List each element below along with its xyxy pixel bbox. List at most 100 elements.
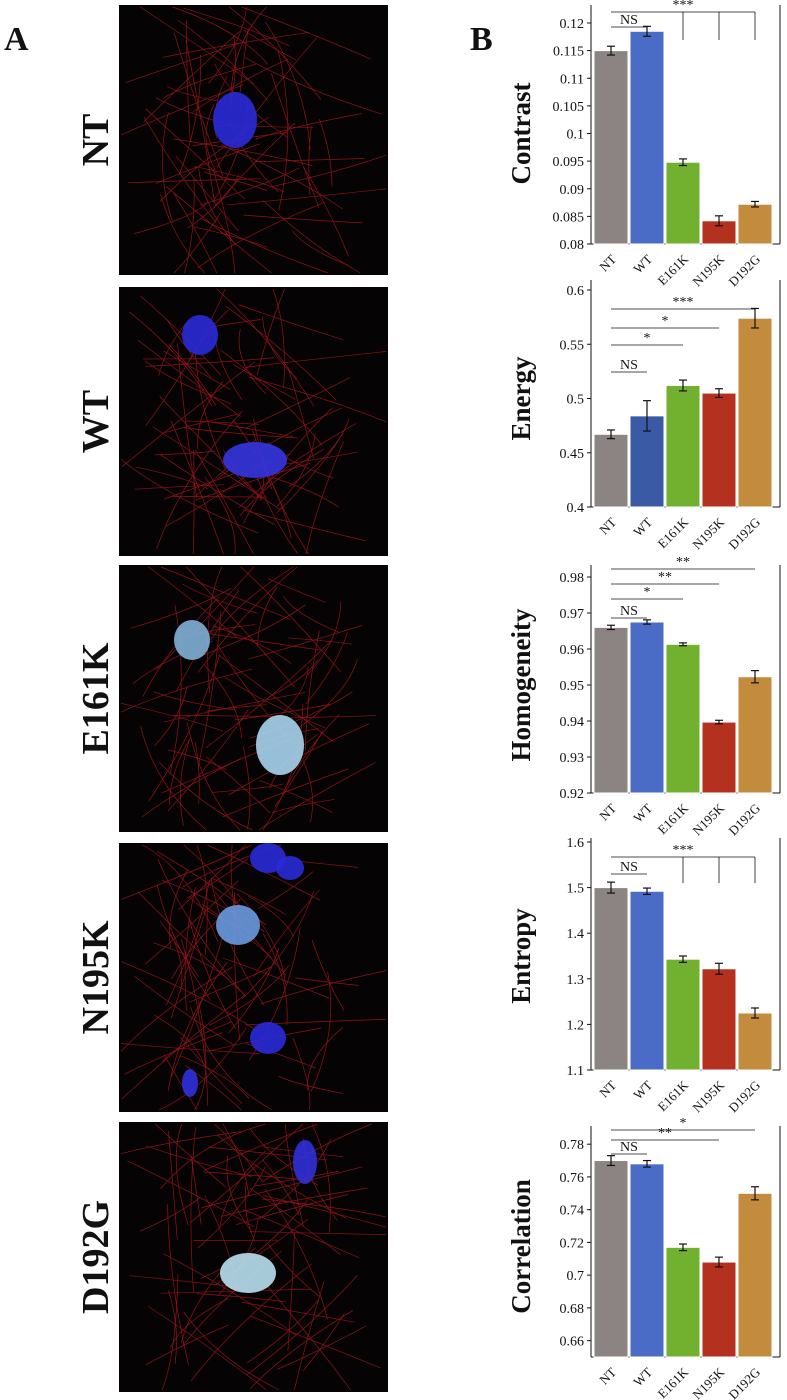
error-bar bbox=[607, 881, 615, 894]
fiber bbox=[136, 466, 208, 490]
error-bar bbox=[715, 719, 723, 725]
fiber bbox=[194, 346, 227, 472]
y-tick-label: 0.78 bbox=[560, 1138, 585, 1153]
fiber bbox=[168, 344, 217, 406]
y-tick-label: 0.76 bbox=[560, 1171, 585, 1186]
significance-label: *** bbox=[673, 0, 694, 13]
fiber bbox=[134, 976, 234, 1046]
fiber bbox=[204, 664, 242, 738]
nucleus bbox=[182, 315, 218, 355]
y-tick-label: 0.45 bbox=[560, 447, 585, 462]
fiber bbox=[201, 1166, 363, 1208]
x-tick-label: D192G bbox=[725, 1365, 763, 1400]
fiber bbox=[249, 1187, 341, 1255]
fiber bbox=[145, 357, 274, 367]
actin-fibers bbox=[120, 566, 376, 831]
micrograph bbox=[119, 843, 388, 1112]
fiber bbox=[173, 138, 313, 167]
fiber bbox=[212, 625, 292, 664]
x-tick-label: NT bbox=[596, 514, 619, 537]
error-bar bbox=[751, 200, 759, 208]
y-tick-label: 1.1 bbox=[567, 1064, 585, 1079]
bar bbox=[701, 721, 737, 794]
nucleus bbox=[223, 442, 287, 478]
fiber bbox=[189, 920, 237, 1030]
fiber bbox=[233, 364, 296, 400]
x-tick-label: WT bbox=[630, 1364, 655, 1389]
y-tick-label: 0.5 bbox=[567, 393, 585, 408]
fiber bbox=[147, 1305, 267, 1391]
y-tick-label: 0.4 bbox=[567, 501, 585, 516]
fiber bbox=[170, 1297, 229, 1348]
fiber bbox=[184, 178, 195, 274]
x-tick-label: WT bbox=[630, 800, 655, 825]
fiber bbox=[163, 1253, 297, 1336]
fiber bbox=[262, 1198, 387, 1218]
fiber bbox=[240, 566, 342, 673]
fiber bbox=[272, 288, 285, 389]
y-tick-label: 1.2 bbox=[567, 1018, 585, 1033]
nucleus bbox=[276, 856, 304, 880]
nucleus bbox=[216, 905, 260, 945]
fiber bbox=[243, 214, 363, 224]
micrograph bbox=[119, 565, 388, 832]
fiber bbox=[250, 1315, 381, 1369]
fiber bbox=[274, 730, 324, 808]
fiber bbox=[257, 871, 314, 909]
fiber bbox=[288, 637, 352, 645]
fiber bbox=[209, 965, 290, 1026]
fiber bbox=[127, 1160, 255, 1228]
fiber bbox=[183, 7, 290, 47]
fiber bbox=[210, 877, 286, 915]
y-tick-label: 0.55 bbox=[560, 338, 585, 353]
fiber bbox=[292, 230, 349, 266]
fiber bbox=[247, 625, 363, 660]
fiber bbox=[120, 1043, 260, 1055]
fiber bbox=[142, 597, 220, 697]
error-bar bbox=[643, 887, 651, 896]
error-bar bbox=[751, 1186, 759, 1201]
fiber bbox=[161, 413, 238, 434]
fiber bbox=[205, 104, 216, 171]
bar bbox=[665, 1246, 701, 1358]
fiber bbox=[190, 1155, 202, 1225]
fiber bbox=[278, 1075, 343, 1094]
error-bar bbox=[607, 429, 615, 440]
y-tick-label: 0.68 bbox=[560, 1302, 585, 1317]
fiber bbox=[161, 1273, 179, 1391]
fiber bbox=[125, 42, 242, 83]
fiber bbox=[154, 1015, 205, 1067]
y-tick-label: 0.72 bbox=[560, 1236, 585, 1251]
fiber bbox=[155, 450, 216, 456]
fiber bbox=[175, 1123, 189, 1226]
fiber bbox=[271, 476, 339, 508]
fiber bbox=[254, 113, 362, 140]
significance-label: NS bbox=[620, 860, 638, 875]
fiber bbox=[245, 1019, 387, 1026]
x-tick-label: N195K bbox=[689, 251, 727, 289]
fiber bbox=[205, 420, 293, 438]
fiber bbox=[179, 741, 190, 826]
fiber bbox=[121, 994, 246, 1100]
bar bbox=[629, 1163, 665, 1358]
fiber bbox=[305, 441, 344, 555]
fiber bbox=[304, 630, 320, 751]
fiber bbox=[121, 361, 255, 468]
x-tick-label: WT bbox=[630, 1077, 655, 1102]
fiber bbox=[193, 226, 267, 248]
y-tick-label: 1.5 bbox=[567, 882, 585, 897]
y-axis-label: Contrast bbox=[506, 83, 536, 185]
fiber bbox=[192, 58, 289, 113]
fiber bbox=[184, 887, 196, 1011]
fiber bbox=[207, 566, 223, 693]
fiber bbox=[234, 704, 330, 721]
fiber bbox=[206, 704, 267, 712]
fiber bbox=[196, 844, 208, 955]
y-tick-label: 0.115 bbox=[553, 45, 584, 60]
fiber bbox=[248, 376, 387, 423]
panel-label: B bbox=[470, 21, 493, 58]
fiber bbox=[241, 1301, 355, 1323]
x-tick-label: E161K bbox=[654, 251, 691, 288]
fiber bbox=[243, 509, 366, 542]
